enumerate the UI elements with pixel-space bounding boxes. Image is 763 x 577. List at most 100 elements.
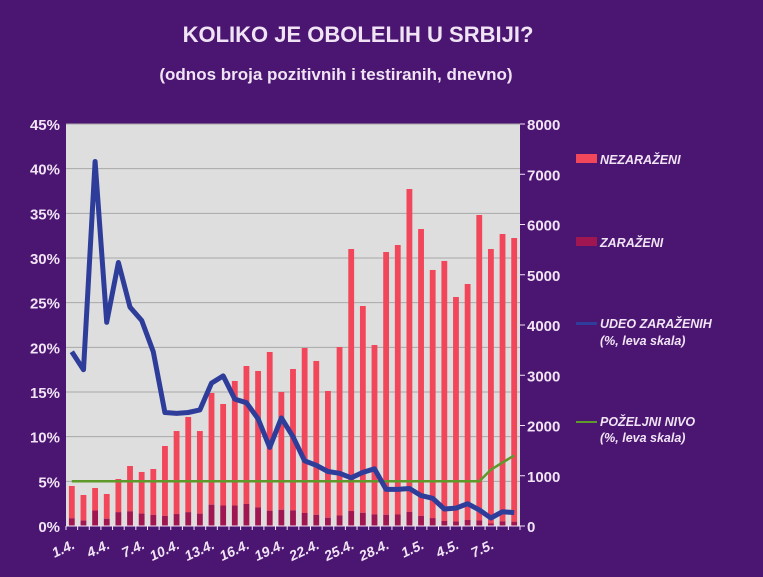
legend-label-pozeljni: POŽELJNI NIVO	[600, 414, 695, 429]
y-right-tick-label: 8000	[527, 117, 560, 134]
bar-nezarazeni	[499, 233, 506, 522]
bar-nezarazeni	[313, 360, 320, 515]
bar-zarazeni	[80, 520, 87, 526]
bar-zarazeni	[359, 512, 366, 526]
bar-nezarazeni	[103, 493, 110, 519]
y-left-tick-label: 25%	[30, 296, 60, 313]
x-tick-label: 4.4.	[83, 536, 112, 561]
x-tick-label: 25.4.	[321, 536, 357, 564]
bar-nezarazeni	[115, 479, 122, 513]
y-right-tick-label: 2000	[527, 419, 560, 436]
legend-swatch-pozeljni	[576, 421, 597, 423]
bar-nezarazeni	[266, 351, 273, 511]
x-tick-label: 13.4.	[182, 536, 217, 564]
bar-nezarazeni	[453, 297, 459, 522]
bar-nezarazeni	[487, 249, 494, 524]
bar-zarazeni	[196, 513, 203, 526]
y-right-tick-label: 6000	[527, 218, 560, 235]
y-right-tick-label: 1000	[527, 469, 560, 486]
y-left-tick-label: 5%	[38, 474, 60, 491]
bar-zarazeni	[127, 511, 133, 526]
x-tick-label: 4.5.	[432, 536, 461, 561]
y-right-tick-label: 4000	[527, 318, 560, 335]
bar-nezarazeni	[441, 260, 448, 521]
legend-swatch-udeo	[576, 322, 597, 325]
y-left-tick-label: 0%	[38, 519, 60, 536]
bar-zarazeni	[441, 520, 448, 526]
bar-nezarazeni	[138, 471, 145, 514]
bar-nezarazeni	[301, 348, 308, 513]
bar-zarazeni	[290, 510, 296, 526]
bar-zarazeni	[243, 503, 250, 526]
x-tick-label: 7.5.	[468, 536, 496, 560]
bar-nezarazeni	[231, 380, 238, 506]
bar-nezarazeni	[418, 229, 424, 516]
bar-zarazeni	[255, 507, 261, 526]
bar-nezarazeni	[278, 391, 285, 510]
x-tick-label: 22.4.	[286, 536, 322, 564]
bar-nezarazeni	[511, 238, 518, 522]
bar-nezarazeni	[383, 251, 390, 515]
bar-zarazeni	[278, 509, 285, 526]
bar-zarazeni	[499, 521, 506, 526]
bar-zarazeni	[301, 512, 308, 526]
y-left-tick-label: 45%	[30, 117, 60, 134]
bar-nezarazeni	[127, 466, 133, 512]
bar-zarazeni	[138, 513, 145, 526]
x-tick-label: 1.4.	[49, 536, 77, 560]
bar-zarazeni	[150, 514, 157, 526]
bar-zarazeni	[173, 514, 180, 526]
bar-zarazeni	[394, 514, 401, 526]
bar-zarazeni	[313, 514, 320, 526]
bar-nezarazeni	[208, 392, 215, 505]
bar-zarazeni	[266, 510, 273, 526]
bar-nezarazeni	[406, 189, 413, 512]
y-left-tick-label: 35%	[30, 206, 60, 223]
bar-zarazeni	[429, 518, 436, 526]
bar-zarazeni	[325, 517, 331, 526]
x-tick-label: 19.4.	[252, 536, 287, 564]
bar-zarazeni	[464, 519, 471, 526]
bar-zarazeni	[185, 512, 192, 526]
bar-zarazeni	[476, 520, 483, 526]
bar-nezarazeni	[464, 283, 471, 520]
line-udeo-zarazenih	[69, 159, 515, 521]
y-left-tick-label: 20%	[30, 340, 60, 357]
bar-nezarazeni	[243, 366, 250, 504]
bar-nezarazeni	[371, 344, 378, 515]
legend-label-udeo: UDEO ZARAŽENIH	[600, 316, 713, 331]
bar-zarazeni	[348, 511, 355, 526]
bar-nezarazeni	[68, 486, 75, 519]
y-right-tick-label: 0	[527, 519, 535, 536]
bar-nezarazeni	[394, 245, 401, 515]
bar-zarazeni	[162, 515, 168, 526]
bar-nezarazeni	[359, 306, 366, 513]
bar-zarazeni	[103, 518, 110, 526]
bar-nezarazeni	[476, 215, 483, 521]
x-tick-label: 1.5.	[398, 536, 426, 560]
bar-zarazeni	[418, 515, 424, 526]
legend-label-udeo-sub: (%, leva skala)	[600, 334, 685, 348]
bar-nezarazeni	[255, 370, 261, 508]
legend: NEZARAŽENI ZARAŽENI UDEO ZARAŽENIH (%, l…	[576, 152, 713, 445]
y-left-tick-label: 30%	[30, 251, 60, 268]
y-right-tick-label: 3000	[527, 368, 560, 385]
bar-zarazeni	[92, 510, 99, 526]
x-tick-label: 10.4.	[147, 536, 182, 564]
bar-zarazeni	[68, 518, 75, 526]
legend-label-nezarazeni: NEZARAŽENI	[600, 152, 681, 167]
line-pozeljni-nivo	[71, 454, 515, 483]
bar-nezarazeni	[80, 494, 87, 521]
bar-zarazeni	[453, 521, 459, 526]
chart-subtitle: (odnos broja pozitivnih i testiranih, dn…	[159, 65, 512, 84]
bar-nezarazeni	[325, 390, 331, 518]
x-tick-label: 28.4.	[356, 536, 392, 564]
bar-zarazeni	[511, 521, 518, 526]
bar-zarazeni	[115, 512, 122, 526]
bar-nezarazeni	[150, 469, 157, 515]
bar-zarazeni	[231, 505, 238, 526]
y-left-tick-label: 15%	[30, 385, 60, 402]
y-left-tick-label: 10%	[30, 430, 60, 447]
bar-zarazeni	[406, 511, 413, 526]
